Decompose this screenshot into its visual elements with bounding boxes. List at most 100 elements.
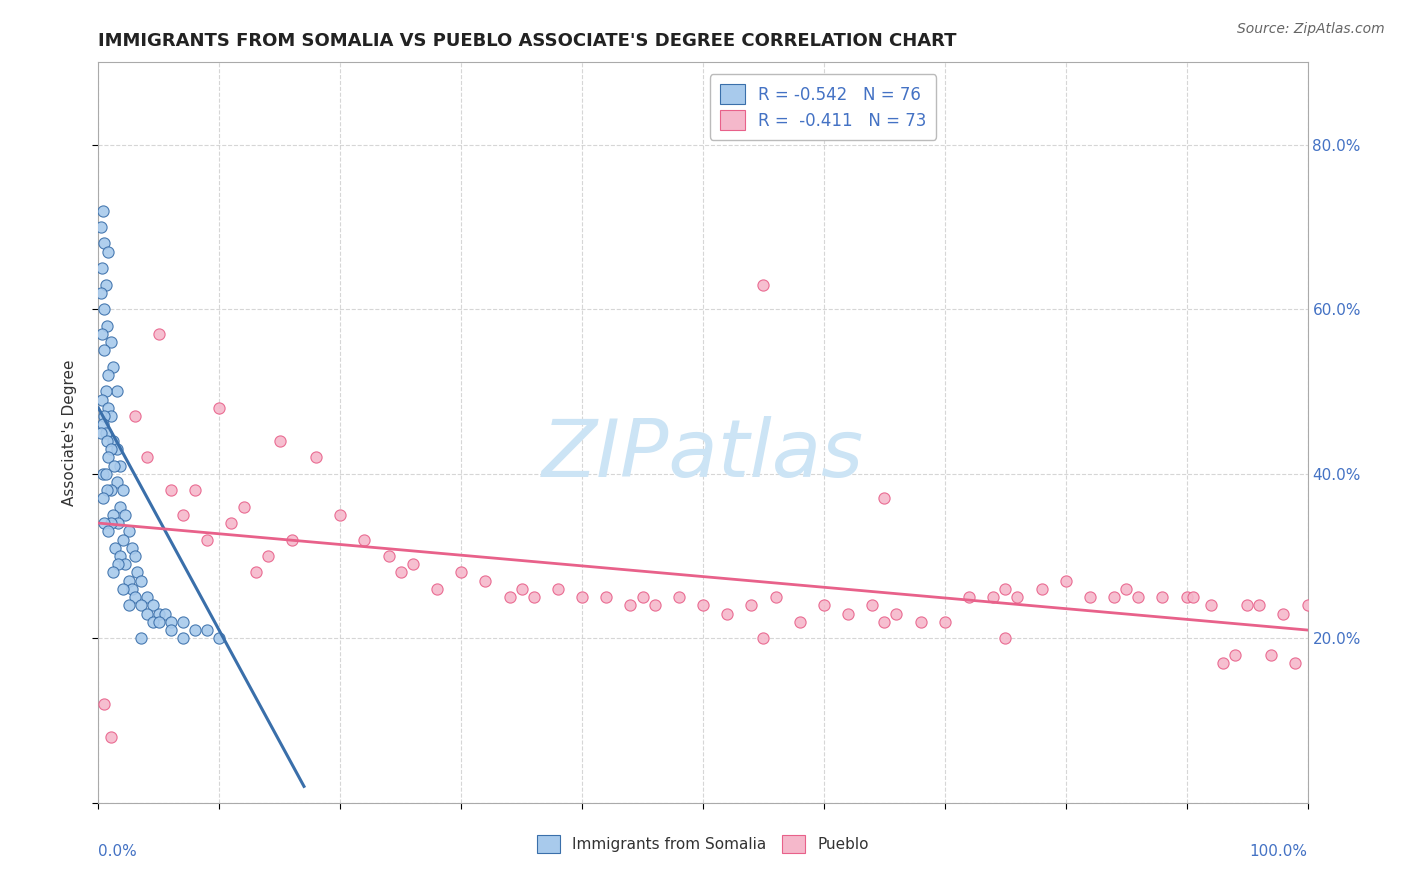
Point [124,590,146,604]
Point [1181,590,1204,604]
Text: Source: ZipAtlas.com: Source: ZipAtlas.com [1237,22,1385,37]
Point [91,467,114,481]
Point [184,483,207,498]
Point [329,508,352,522]
Point [510,582,533,596]
Point [91,261,114,276]
Point [1031,582,1053,596]
Point [129,574,152,588]
Point [208,632,231,646]
Point [353,533,375,547]
Point [114,558,136,572]
Point [1078,590,1101,604]
Point [105,475,128,489]
Point [94,467,117,481]
Point [752,277,775,292]
Point [97,524,120,539]
Point [96,483,118,498]
Point [547,582,569,596]
Point [93,697,115,711]
Point [108,549,131,563]
Point [101,359,124,374]
Text: ZIPatlas: ZIPatlas [541,416,865,494]
Point [135,607,157,621]
Point [124,549,146,563]
Point [1007,590,1029,604]
Point [1296,599,1319,613]
Point [100,483,122,498]
Point [377,549,399,563]
Point [93,236,115,251]
Point [160,623,183,637]
Point [97,244,120,259]
Point [93,409,115,424]
Point [148,607,170,621]
Point [474,574,496,588]
Point [994,632,1017,646]
Point [90,425,112,440]
Point [100,335,122,350]
Point [121,541,143,555]
Point [498,590,520,604]
Point [172,508,194,522]
Point [765,590,787,604]
Point [100,516,122,530]
Point [1260,648,1282,662]
Point [571,590,593,604]
Point [752,632,775,646]
Point [90,285,112,300]
Point [232,500,254,514]
Point [153,607,176,621]
Point [1199,599,1222,613]
Point [91,392,114,407]
Point [111,582,134,596]
Point [644,599,666,613]
Point [631,590,654,604]
Point [1054,574,1077,588]
Text: 100.0%: 100.0% [1250,844,1308,858]
Point [100,730,122,744]
Point [97,401,120,415]
Point [160,615,183,629]
Point [101,566,124,580]
Point [105,442,128,456]
Point [957,590,980,604]
Point [740,599,762,613]
Point [692,599,714,613]
Point [97,368,120,382]
Point [1175,590,1198,604]
Point [813,599,835,613]
Point [1212,656,1234,670]
Point [450,566,472,580]
Point [111,483,134,498]
Point [93,343,115,358]
Point [101,434,124,448]
Point [1115,582,1137,596]
Point [1152,590,1174,604]
Point [910,615,932,629]
Point [184,623,207,637]
Point [595,590,617,604]
Point [96,318,118,333]
Point [135,450,157,465]
Point [172,632,194,646]
Point [105,384,128,399]
Point [269,434,291,448]
Point [873,615,896,629]
Y-axis label: Associate's Degree: Associate's Degree [62,359,77,506]
Point [1249,599,1271,613]
Point [837,607,859,621]
Point [96,434,118,448]
Point [873,491,896,506]
Point [93,302,115,317]
Legend: Immigrants from Somalia, Pueblo: Immigrants from Somalia, Pueblo [529,826,877,862]
Point [148,615,170,629]
Point [281,533,304,547]
Point [91,203,114,218]
Point [426,582,449,596]
Text: IMMIGRANTS FROM SOMALIA VS PUEBLO ASSOCIATE'S DEGREE CORRELATION CHART: IMMIGRANTS FROM SOMALIA VS PUEBLO ASSOCI… [98,32,957,50]
Point [142,615,165,629]
Point [1128,590,1150,604]
Point [860,599,883,613]
Point [245,566,267,580]
